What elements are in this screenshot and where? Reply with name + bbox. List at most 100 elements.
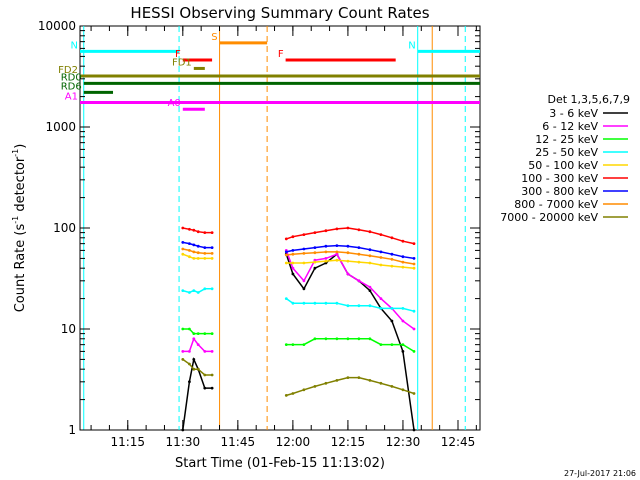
- data-point: [192, 250, 196, 254]
- data-point: [401, 350, 405, 353]
- data-point: [203, 231, 207, 235]
- y-axis-label-mid: detector: [13, 156, 28, 216]
- series-line: [285, 253, 415, 431]
- data-point: [284, 297, 288, 300]
- data-point: [302, 252, 306, 255]
- flag-label: S: [211, 32, 217, 43]
- data-point: [313, 266, 317, 270]
- data-point: [412, 242, 416, 246]
- legend-label: 300 - 800 keV: [521, 185, 598, 198]
- data-point: [412, 327, 416, 331]
- data-point: [181, 247, 185, 251]
- data-point: [390, 257, 394, 261]
- data-point: [291, 261, 295, 265]
- flag-label: RD0: [61, 72, 82, 83]
- flag-label: A0: [168, 98, 181, 109]
- flag-label: A1: [65, 91, 78, 102]
- x-tick-label: 12:15: [331, 435, 366, 449]
- series-line: [286, 227, 415, 245]
- data-point: [346, 259, 350, 263]
- data-point: [324, 259, 328, 263]
- data-point: [335, 258, 339, 262]
- data-point: [412, 392, 416, 395]
- data-point: [357, 252, 361, 256]
- data-point: [210, 332, 214, 335]
- data-point: [196, 291, 200, 294]
- data-point: [192, 367, 196, 371]
- legend-label: 100 - 300 keV: [521, 172, 598, 185]
- data-point: [368, 248, 372, 252]
- legend-label: 50 - 100 keV: [528, 159, 598, 172]
- data-point: [357, 337, 361, 341]
- series-line: [286, 244, 415, 260]
- data-point: [188, 291, 191, 294]
- data-point: [302, 388, 306, 392]
- data-point: [284, 253, 288, 257]
- flag-label: N: [408, 40, 415, 51]
- series-line: [285, 297, 415, 312]
- flag-label: RD6: [61, 81, 82, 92]
- x-tick-label: 11:30: [166, 435, 201, 449]
- data-point: [379, 256, 383, 259]
- data-point: [357, 279, 361, 283]
- data-point: [313, 251, 317, 255]
- data-point: [313, 337, 317, 341]
- data-point: [196, 343, 200, 346]
- data-point: [291, 343, 295, 346]
- data-point: [291, 272, 295, 276]
- data-point: [368, 285, 372, 289]
- data-point: [357, 246, 361, 250]
- data-point: [291, 252, 295, 256]
- data-point: [181, 327, 185, 331]
- data-point: [203, 287, 207, 291]
- data-point: [335, 337, 339, 341]
- x-tick-label: 12:45: [441, 435, 476, 449]
- data-point: [357, 228, 361, 232]
- data-point: [390, 385, 394, 388]
- series-line: [286, 259, 415, 269]
- data-point: [210, 287, 214, 291]
- data-point: [302, 343, 306, 346]
- data-point: [188, 327, 191, 331]
- data-point: [291, 301, 295, 305]
- x-tick-label: 11:45: [221, 435, 256, 449]
- data-point: [188, 380, 191, 384]
- data-point: [210, 231, 214, 235]
- data-point: [379, 297, 383, 300]
- data-point: [401, 239, 405, 243]
- y-axis-label-end: ): [13, 144, 28, 149]
- data-point: [196, 367, 200, 371]
- data-point: [203, 252, 207, 255]
- data-point: [313, 260, 317, 264]
- data-point: [368, 254, 372, 258]
- data-point: [368, 337, 372, 341]
- legend-label: 800 - 7000 keV: [514, 198, 598, 211]
- legend-title: Det 1,3,5,6,7,9: [547, 93, 630, 106]
- data-point: [196, 332, 200, 335]
- data-point: [181, 289, 185, 292]
- data-point: [368, 304, 372, 308]
- data-point: [412, 266, 416, 270]
- data-point: [210, 350, 214, 353]
- data-point: [210, 386, 214, 390]
- data-point: [181, 252, 185, 256]
- y-tick-label: 10: [61, 322, 76, 336]
- data-point: [379, 263, 383, 267]
- data-point: [192, 228, 196, 232]
- flag-label: FD1: [172, 57, 192, 68]
- data-point: [401, 265, 405, 269]
- data-point: [324, 381, 328, 385]
- y-axis-label-sup2: -1: [11, 149, 20, 157]
- legend-label: 6 - 12 keV: [542, 120, 598, 133]
- data-point: [346, 226, 350, 230]
- data-point: [324, 229, 328, 233]
- y-axis-label-main: Count Rate (s: [13, 224, 28, 313]
- data-point: [210, 252, 214, 255]
- data-point: [188, 362, 191, 366]
- data-point: [324, 301, 328, 305]
- footer-date: 27-Jul-2017 21:06: [564, 469, 636, 478]
- x-tick-label: 11:15: [110, 435, 145, 449]
